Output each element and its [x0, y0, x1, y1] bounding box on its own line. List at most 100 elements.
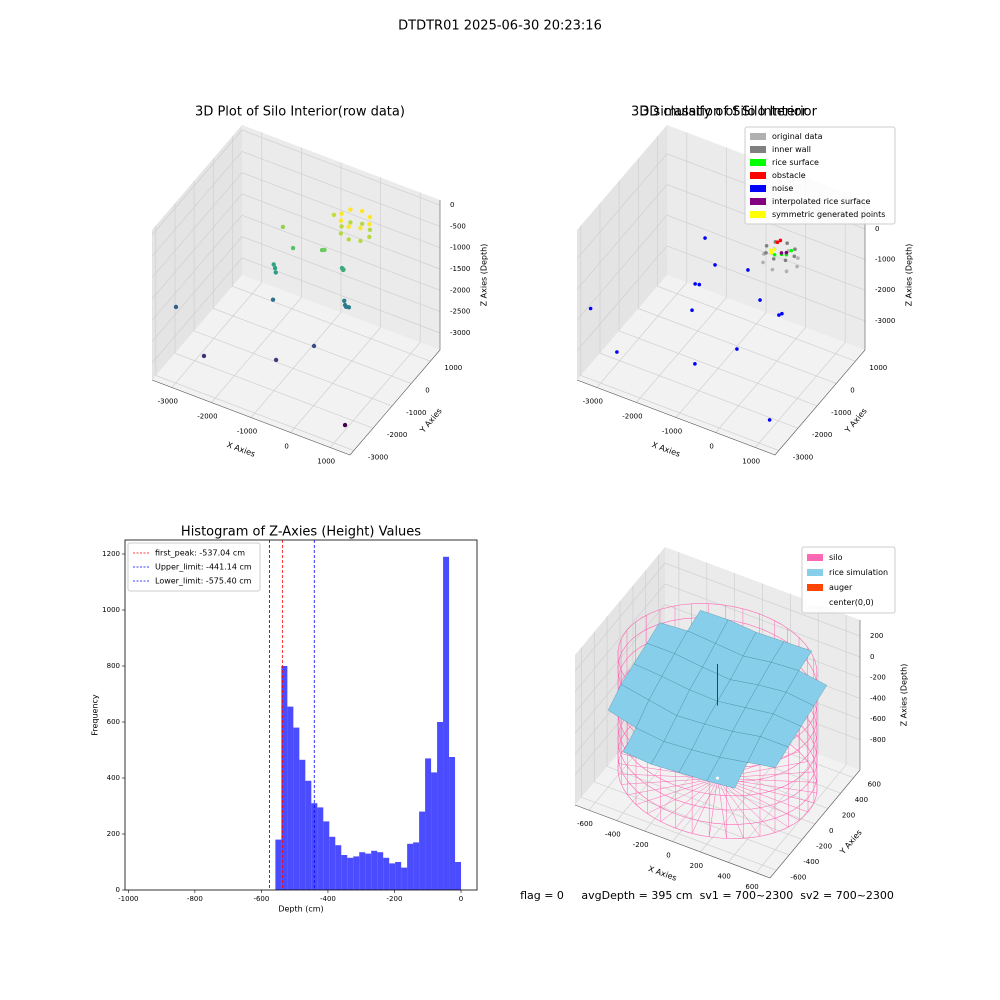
y-axis-label: Frequency [91, 694, 100, 736]
point [783, 258, 788, 263]
legend-patch [750, 172, 766, 179]
point [769, 250, 774, 255]
grid-line [580, 225, 779, 451]
grid-line [151, 193, 441, 300]
y-tick-label: -3000 [368, 454, 388, 462]
grid-line [574, 562, 861, 672]
point [703, 236, 707, 240]
x-tick-label: 0 [284, 443, 288, 451]
z-tick-label: -200 [870, 674, 886, 682]
point [342, 422, 348, 428]
y-tick-label: 400 [855, 796, 868, 804]
legend-label: interpolated rice surface [772, 197, 870, 206]
bar [377, 852, 384, 890]
point [758, 298, 762, 302]
bar [293, 727, 300, 890]
grid-line [593, 631, 790, 856]
y-tick-label: -400 [803, 858, 819, 866]
grid-line [576, 214, 866, 321]
legend-patch [807, 584, 823, 591]
point [761, 260, 765, 265]
x-tick-label: 0 [666, 852, 670, 860]
y-tick-label: -3000 [793, 454, 813, 462]
z-tick-label: 0 [450, 201, 454, 209]
point [767, 418, 772, 422]
bar [437, 722, 444, 890]
legend-label: auger [829, 583, 853, 592]
point [785, 241, 789, 246]
x-tick-label: -200 [633, 841, 649, 849]
z-tick-label: -1000 [450, 244, 470, 252]
point [311, 343, 317, 349]
legend-label: noise [772, 184, 793, 193]
z-axis-label: Z Axies (Depth) [900, 664, 909, 727]
axis-line [576, 200, 866, 456]
y-tick-label: 200 [107, 830, 120, 838]
z-tick-label: 200 [870, 632, 883, 640]
point [348, 207, 353, 212]
point [780, 311, 784, 316]
legend-patch [807, 569, 823, 576]
x-tick-label: -200 [387, 895, 403, 903]
z-tick-label: -800 [870, 736, 886, 744]
point [341, 267, 346, 272]
z-tick-label: -2000 [875, 286, 895, 294]
grid-line [618, 180, 818, 407]
z-tick-label: -600 [870, 715, 886, 723]
legend-label: center(0,0) [829, 598, 874, 607]
x-tick-label: -1000 [237, 428, 257, 436]
z-tick-label: -1000 [875, 256, 895, 264]
point [784, 269, 789, 274]
grid-line [151, 129, 441, 236]
point [367, 214, 373, 220]
point [367, 234, 372, 240]
point [764, 251, 768, 255]
point [615, 350, 619, 354]
y-tick-label: -1000 [406, 409, 426, 417]
bar [419, 811, 426, 890]
legend-patch [807, 599, 823, 606]
point [331, 212, 337, 218]
legend-box [801, 546, 896, 614]
point [778, 238, 783, 243]
bar [281, 666, 288, 890]
point [697, 282, 702, 287]
legend-label: rice surface [772, 158, 819, 167]
bar [329, 836, 336, 890]
legend-patch [750, 133, 766, 140]
y-tick-label: 1000 [102, 606, 120, 614]
point [358, 225, 363, 231]
bar [365, 853, 372, 890]
point [273, 270, 278, 275]
point [273, 357, 279, 363]
y-tick-label: -600 [790, 873, 806, 881]
y-tick-label: 0 [850, 387, 854, 395]
bar [371, 850, 378, 890]
surface-cell [706, 757, 748, 789]
y-tick-label: -2000 [387, 431, 407, 439]
grid-line [576, 245, 866, 352]
grid-line [174, 203, 374, 429]
axis-line [574, 620, 861, 879]
point [271, 262, 276, 267]
chart-title: 3D classify of Silo Interior [641, 105, 808, 120]
point [775, 240, 780, 245]
point [693, 362, 697, 366]
grid-line [636, 147, 727, 403]
y-tick-label: 800 [107, 662, 120, 670]
y-tick-label: 400 [107, 774, 120, 782]
point [713, 263, 717, 267]
grid-line [193, 180, 393, 407]
point [367, 221, 372, 227]
point [339, 211, 344, 216]
grid-line [212, 158, 412, 384]
bar [449, 757, 456, 890]
bar [395, 862, 402, 890]
x-tick-label: -3000 [158, 398, 178, 406]
grid-line [155, 225, 354, 451]
y-tick-label: -1000 [831, 409, 851, 417]
grid-line [574, 583, 861, 693]
y-tick-label: 1200 [102, 550, 120, 558]
bar [407, 843, 414, 890]
